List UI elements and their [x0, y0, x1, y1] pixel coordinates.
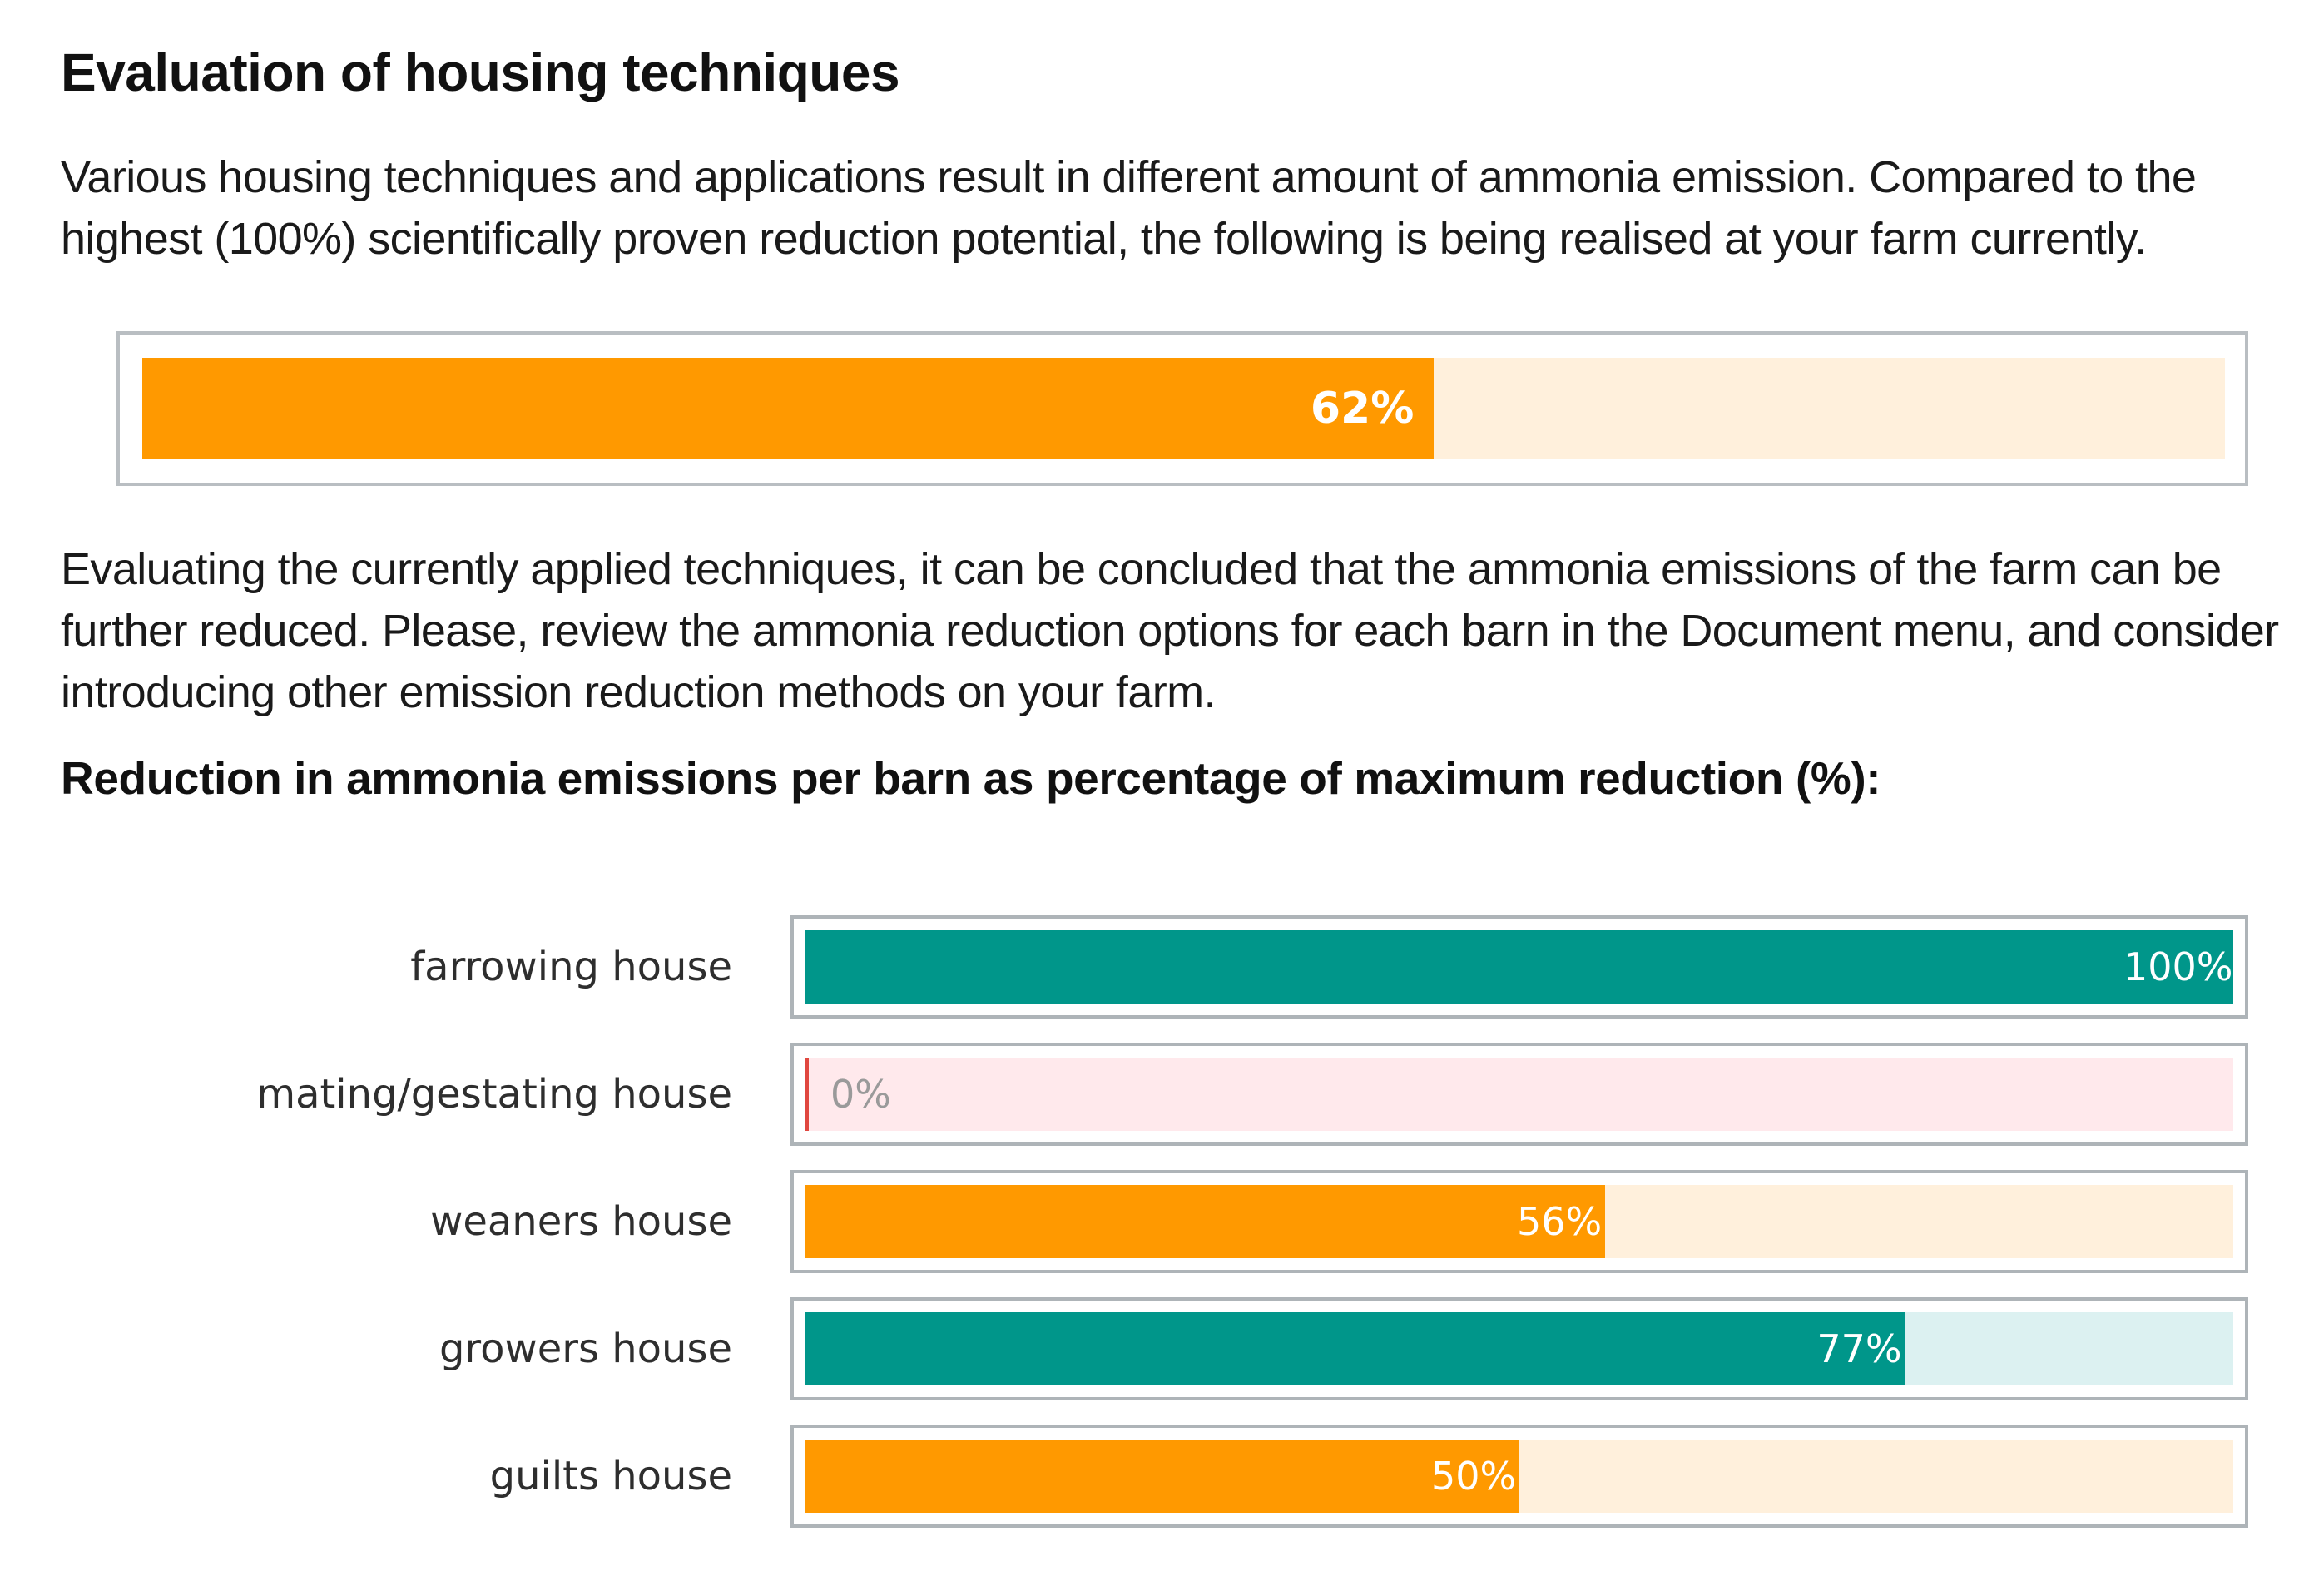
bar-category-label: mating/gestating house [256, 1071, 732, 1118]
bar-frame: 56% [790, 1170, 2248, 1273]
bar-value-label: 50% [1431, 1454, 1517, 1499]
bar-row-guilts-house: guilts house 50% [0, 1425, 2324, 1528]
bar-track: 56% [805, 1185, 2233, 1258]
bar-zero-marker [805, 1058, 809, 1131]
bar-growers-house [805, 1312, 1905, 1385]
bar-row-growers-house: growers house 77% [0, 1297, 2324, 1400]
bar-category-label: growers house [439, 1326, 732, 1372]
bar-row-weaners-house: weaners house 56% [0, 1170, 2324, 1273]
bar-category-label: farrowing house [410, 944, 732, 990]
bar-farrowing-house [805, 930, 2233, 1004]
bar-track: 0% [805, 1058, 2233, 1131]
bar-track: 50% [805, 1440, 2233, 1513]
bar-frame: 0% [790, 1043, 2248, 1146]
overall-progress-label: 62% [1310, 384, 1415, 434]
bar-category-label: guilts house [489, 1453, 732, 1499]
overall-progress-track: 62% [142, 358, 2225, 459]
overall-progress-frame: 62% [116, 331, 2248, 486]
chart-title: Reduction in ammonia emissions per barn … [61, 752, 1881, 804]
bar-row-mating-gestating-house: mating/gestating house 0% [0, 1043, 2324, 1146]
bar-frame: 100% [790, 915, 2248, 1019]
bar-frame: 50% [790, 1425, 2248, 1528]
bar-value-label: 56% [1516, 1199, 1603, 1244]
page-title: Evaluation of housing techniques [61, 42, 900, 102]
bar-frame: 77% [790, 1297, 2248, 1400]
overall-progress-fill [142, 358, 1434, 459]
bar-row-farrowing-house: farrowing house 100% [0, 915, 2324, 1019]
bar-value-label: 0% [830, 1072, 891, 1117]
bar-track: 100% [805, 930, 2233, 1004]
intro-paragraph: Various housing techniques and applicati… [61, 152, 2197, 264]
bar-value-label: 77% [1816, 1326, 1902, 1371]
bar-value-label: 100% [2123, 944, 2233, 989]
bar-weaners-house [805, 1185, 1605, 1258]
bar-guilts-house [805, 1440, 1519, 1513]
barn-reduction-chart: farrowing house 100% mating/gestating hous… [0, 915, 2324, 1564]
bar-track: 77% [805, 1312, 2233, 1385]
bar-category-label: weaners house [430, 1198, 732, 1245]
conclusion-paragraph: Evaluating the currently applied techniq… [61, 544, 2279, 717]
